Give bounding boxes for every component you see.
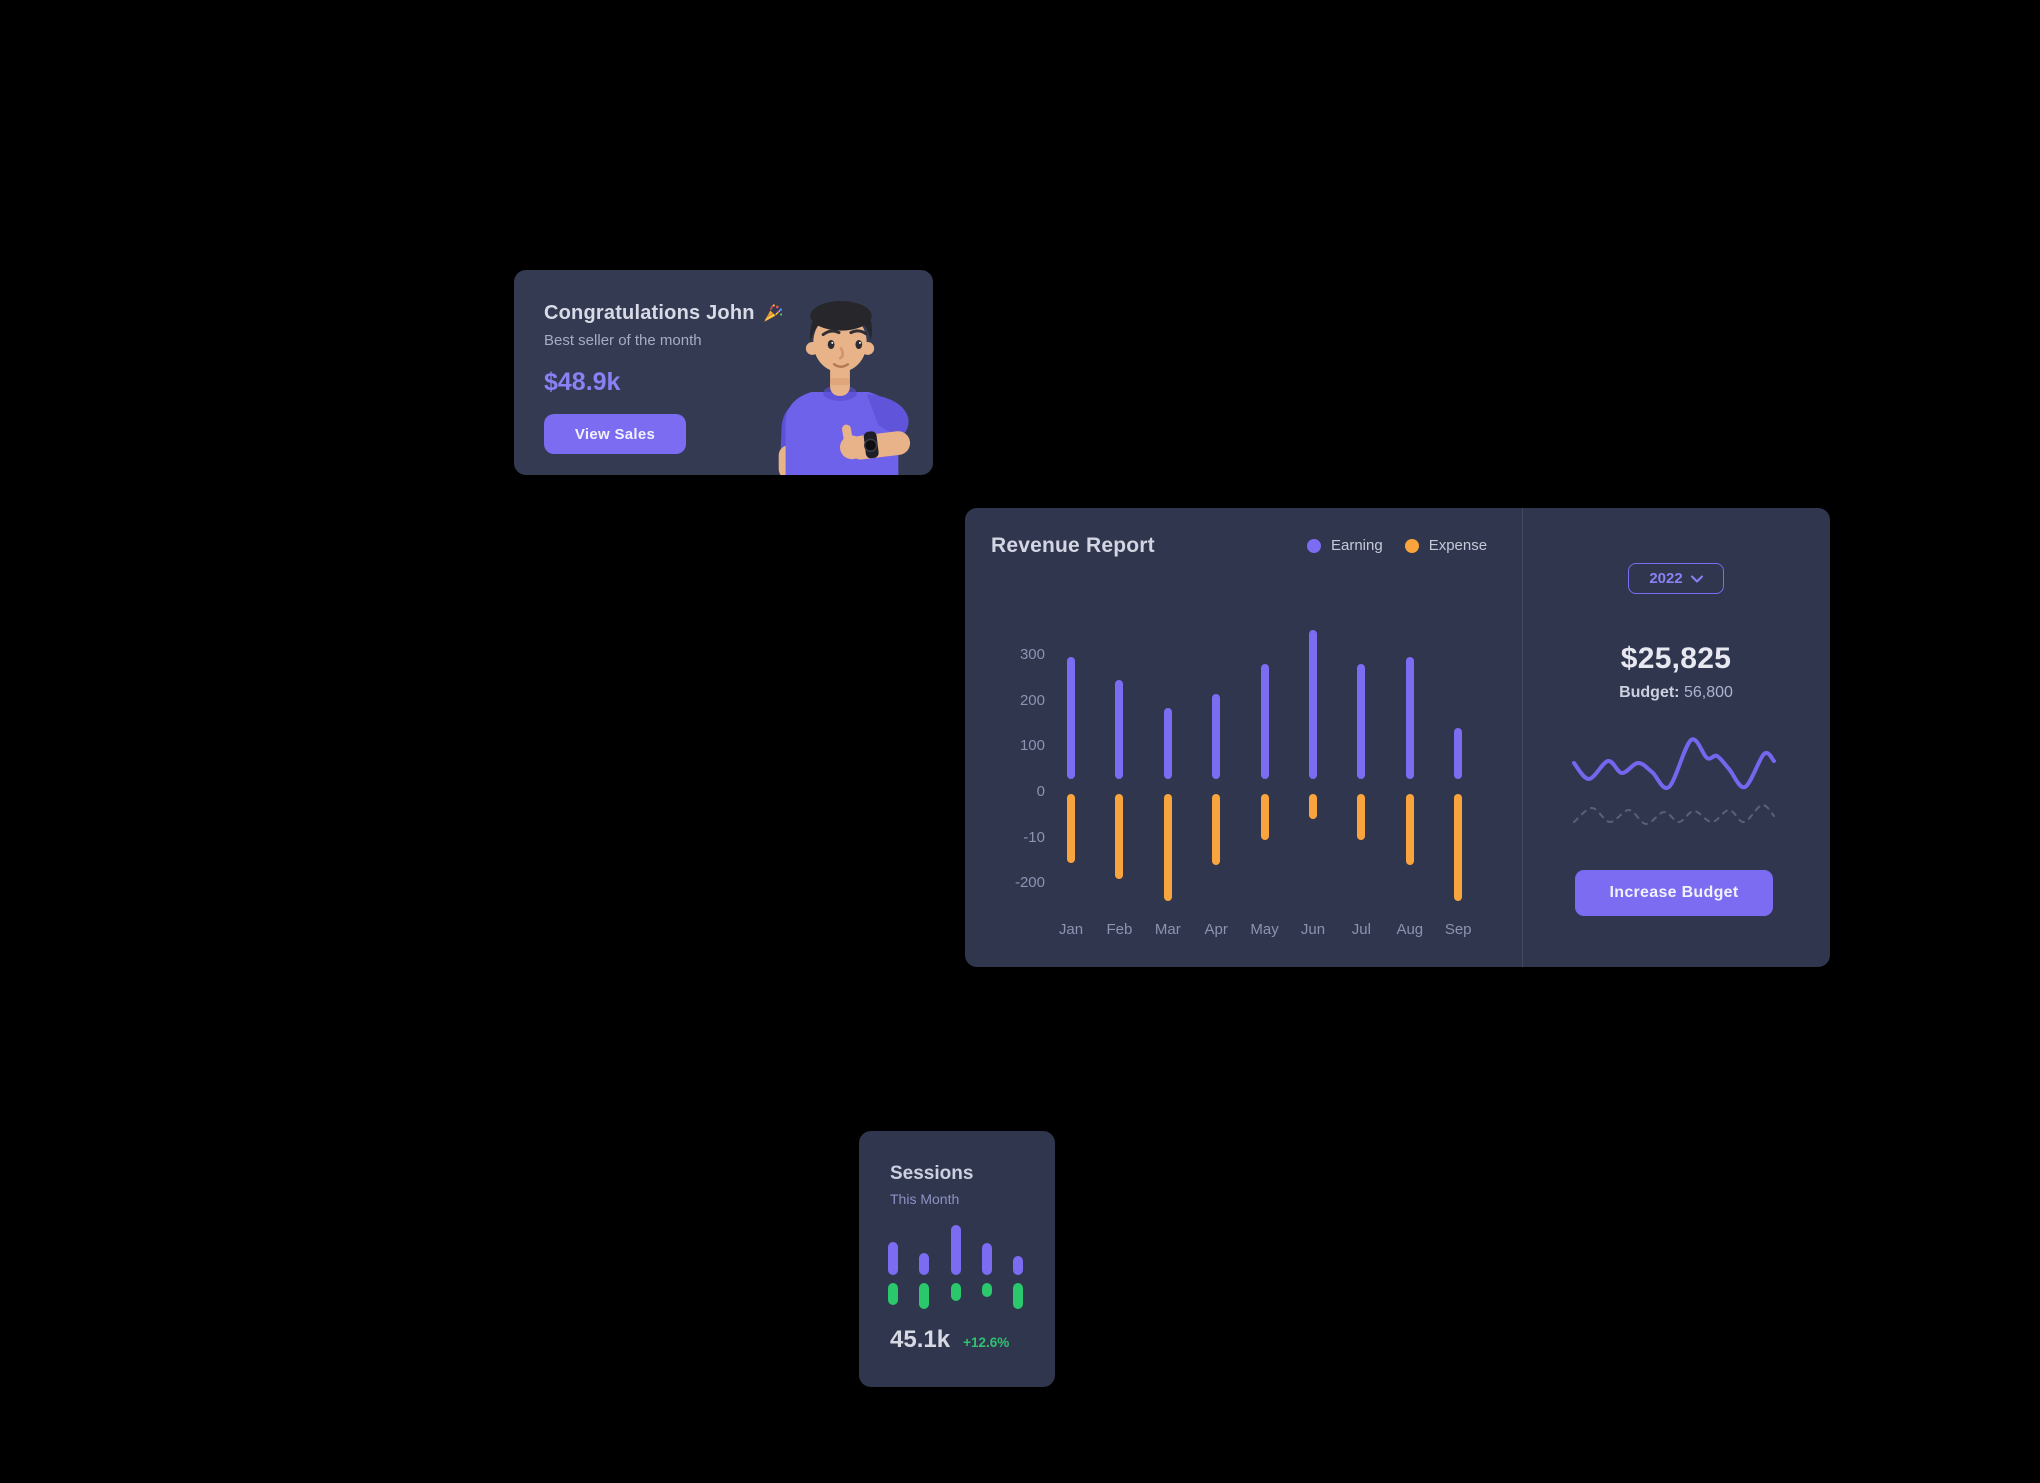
character-illustration	[778, 300, 911, 475]
budget-label: Budget:	[1619, 684, 1680, 701]
x-axis-month-label: Apr	[1204, 921, 1228, 938]
legend-item-expense[interactable]: Expense	[1404, 537, 1488, 554]
sessions-mini-chart	[859, 1131, 1055, 1331]
expense-bar	[1163, 794, 1172, 902]
y-axis-tick-label: 0	[1036, 783, 1045, 800]
sessions-subtitle: This Month	[890, 1191, 960, 1207]
earning-legend-dot-icon	[1307, 538, 1321, 553]
y-axis-tick-label: 300	[1019, 646, 1045, 664]
earning-bar	[1163, 707, 1172, 779]
earning-bar	[1067, 657, 1075, 779]
congrats-subtitle: Best seller of the month	[544, 332, 702, 349]
sessions-up-bar	[981, 1243, 992, 1275]
earning-bar	[1357, 664, 1366, 779]
sessions-up-bar	[1013, 1256, 1024, 1275]
sessions-delta: +12.6%	[963, 1335, 1010, 1350]
x-axis-month-label: Sep	[1444, 921, 1472, 938]
sessions-card: Sessions This Month 45.1k +12.6%	[859, 1131, 1055, 1387]
expense-bar	[1067, 794, 1075, 863]
sessions-up-bar	[919, 1253, 930, 1275]
sessions-stats: 45.1k +12.6%	[890, 1326, 1009, 1354]
budget-value: 56,800	[1683, 684, 1733, 701]
budget-sparkline-current	[1572, 737, 1776, 791]
budget-line-current	[1572, 737, 1776, 791]
expense-legend-dot-icon	[1404, 538, 1419, 553]
expense-bar	[1115, 794, 1124, 879]
expense-legend-label: Expense	[1428, 537, 1488, 554]
earning-bar	[1115, 680, 1124, 779]
chart-legend: Earning Expense	[1307, 537, 1487, 554]
earning-bar	[1405, 657, 1414, 779]
expense-bar	[1260, 794, 1269, 840]
sessions-down-bar	[981, 1283, 992, 1297]
budget-line: Budget: 56,800	[1522, 684, 1830, 702]
congrats-title: Congratulations John	[544, 302, 755, 324]
earning-bar	[1309, 630, 1317, 779]
x-axis-month-label: May	[1250, 921, 1279, 938]
party-popper-icon	[763, 304, 782, 322]
x-axis-month-label: Jun	[1300, 921, 1326, 938]
revenue-report-card: Revenue Report Earning Expense 300 200 100…	[965, 508, 1830, 967]
view-sales-button[interactable]: View Sales	[544, 414, 686, 454]
increase-budget-button[interactable]: Increase Budget	[1575, 870, 1773, 916]
budget-line-previous	[1573, 803, 1775, 825]
earning-bar	[1454, 728, 1463, 779]
y-axis-tick-label: 200	[1019, 691, 1045, 709]
sessions-down-bar	[919, 1283, 930, 1309]
expense-bar	[1454, 794, 1463, 902]
sessions-title: Sessions	[890, 1163, 974, 1184]
revenue-report-title: Revenue Report	[991, 534, 1155, 557]
expense-bar	[1405, 794, 1414, 865]
sessions-value: 45.1k	[890, 1326, 951, 1353]
year-value: 2022	[1649, 570, 1683, 587]
congrats-title-row: Congratulations John	[544, 302, 783, 325]
congratulations-card: Congratulations John Best seller of the …	[514, 270, 933, 475]
budget-panel: 2022 $25,825 Budget: 56,800 Increase Bud…	[1522, 508, 1830, 967]
y-axis-tick-label: -10	[1023, 828, 1045, 846]
expense-bar	[1212, 794, 1221, 865]
sessions-down-bar	[888, 1283, 898, 1305]
chevron-down-icon	[1690, 575, 1703, 582]
x-axis-month-label: Aug	[1396, 921, 1424, 938]
budget-total: $25,825	[1620, 642, 1732, 675]
earning-bar	[1212, 693, 1221, 779]
x-axis-month-label: Mar	[1154, 921, 1181, 938]
earning-legend-label: Earning	[1331, 537, 1383, 554]
congrats-amount: $48.9k	[544, 368, 621, 396]
x-axis-month-label: Jul	[1351, 921, 1371, 938]
budget-sparkline-previous	[1573, 803, 1775, 825]
sessions-up-bar	[950, 1225, 961, 1275]
year-selector[interactable]: 2022	[1628, 563, 1724, 594]
y-axis-tick-label: 100	[1019, 737, 1045, 755]
sessions-down-bar	[1013, 1283, 1024, 1309]
x-axis-month-label: Feb	[1106, 921, 1133, 938]
sessions-up-bar	[888, 1242, 898, 1275]
expense-bar	[1309, 794, 1317, 820]
revenue-bar-chart: 300 200 100 0 -10 -200 Jan Feb Mar Apr May Jun Jul Au…	[965, 508, 1522, 967]
sessions-down-bar	[950, 1283, 961, 1301]
x-axis-month-label: Jan	[1058, 921, 1084, 938]
earning-bar	[1260, 664, 1269, 779]
y-axis-tick-label: -200	[1014, 874, 1045, 892]
expense-bar	[1357, 794, 1366, 840]
panel-divider	[1522, 508, 1523, 967]
legend-item-earning[interactable]: Earning	[1307, 537, 1383, 554]
